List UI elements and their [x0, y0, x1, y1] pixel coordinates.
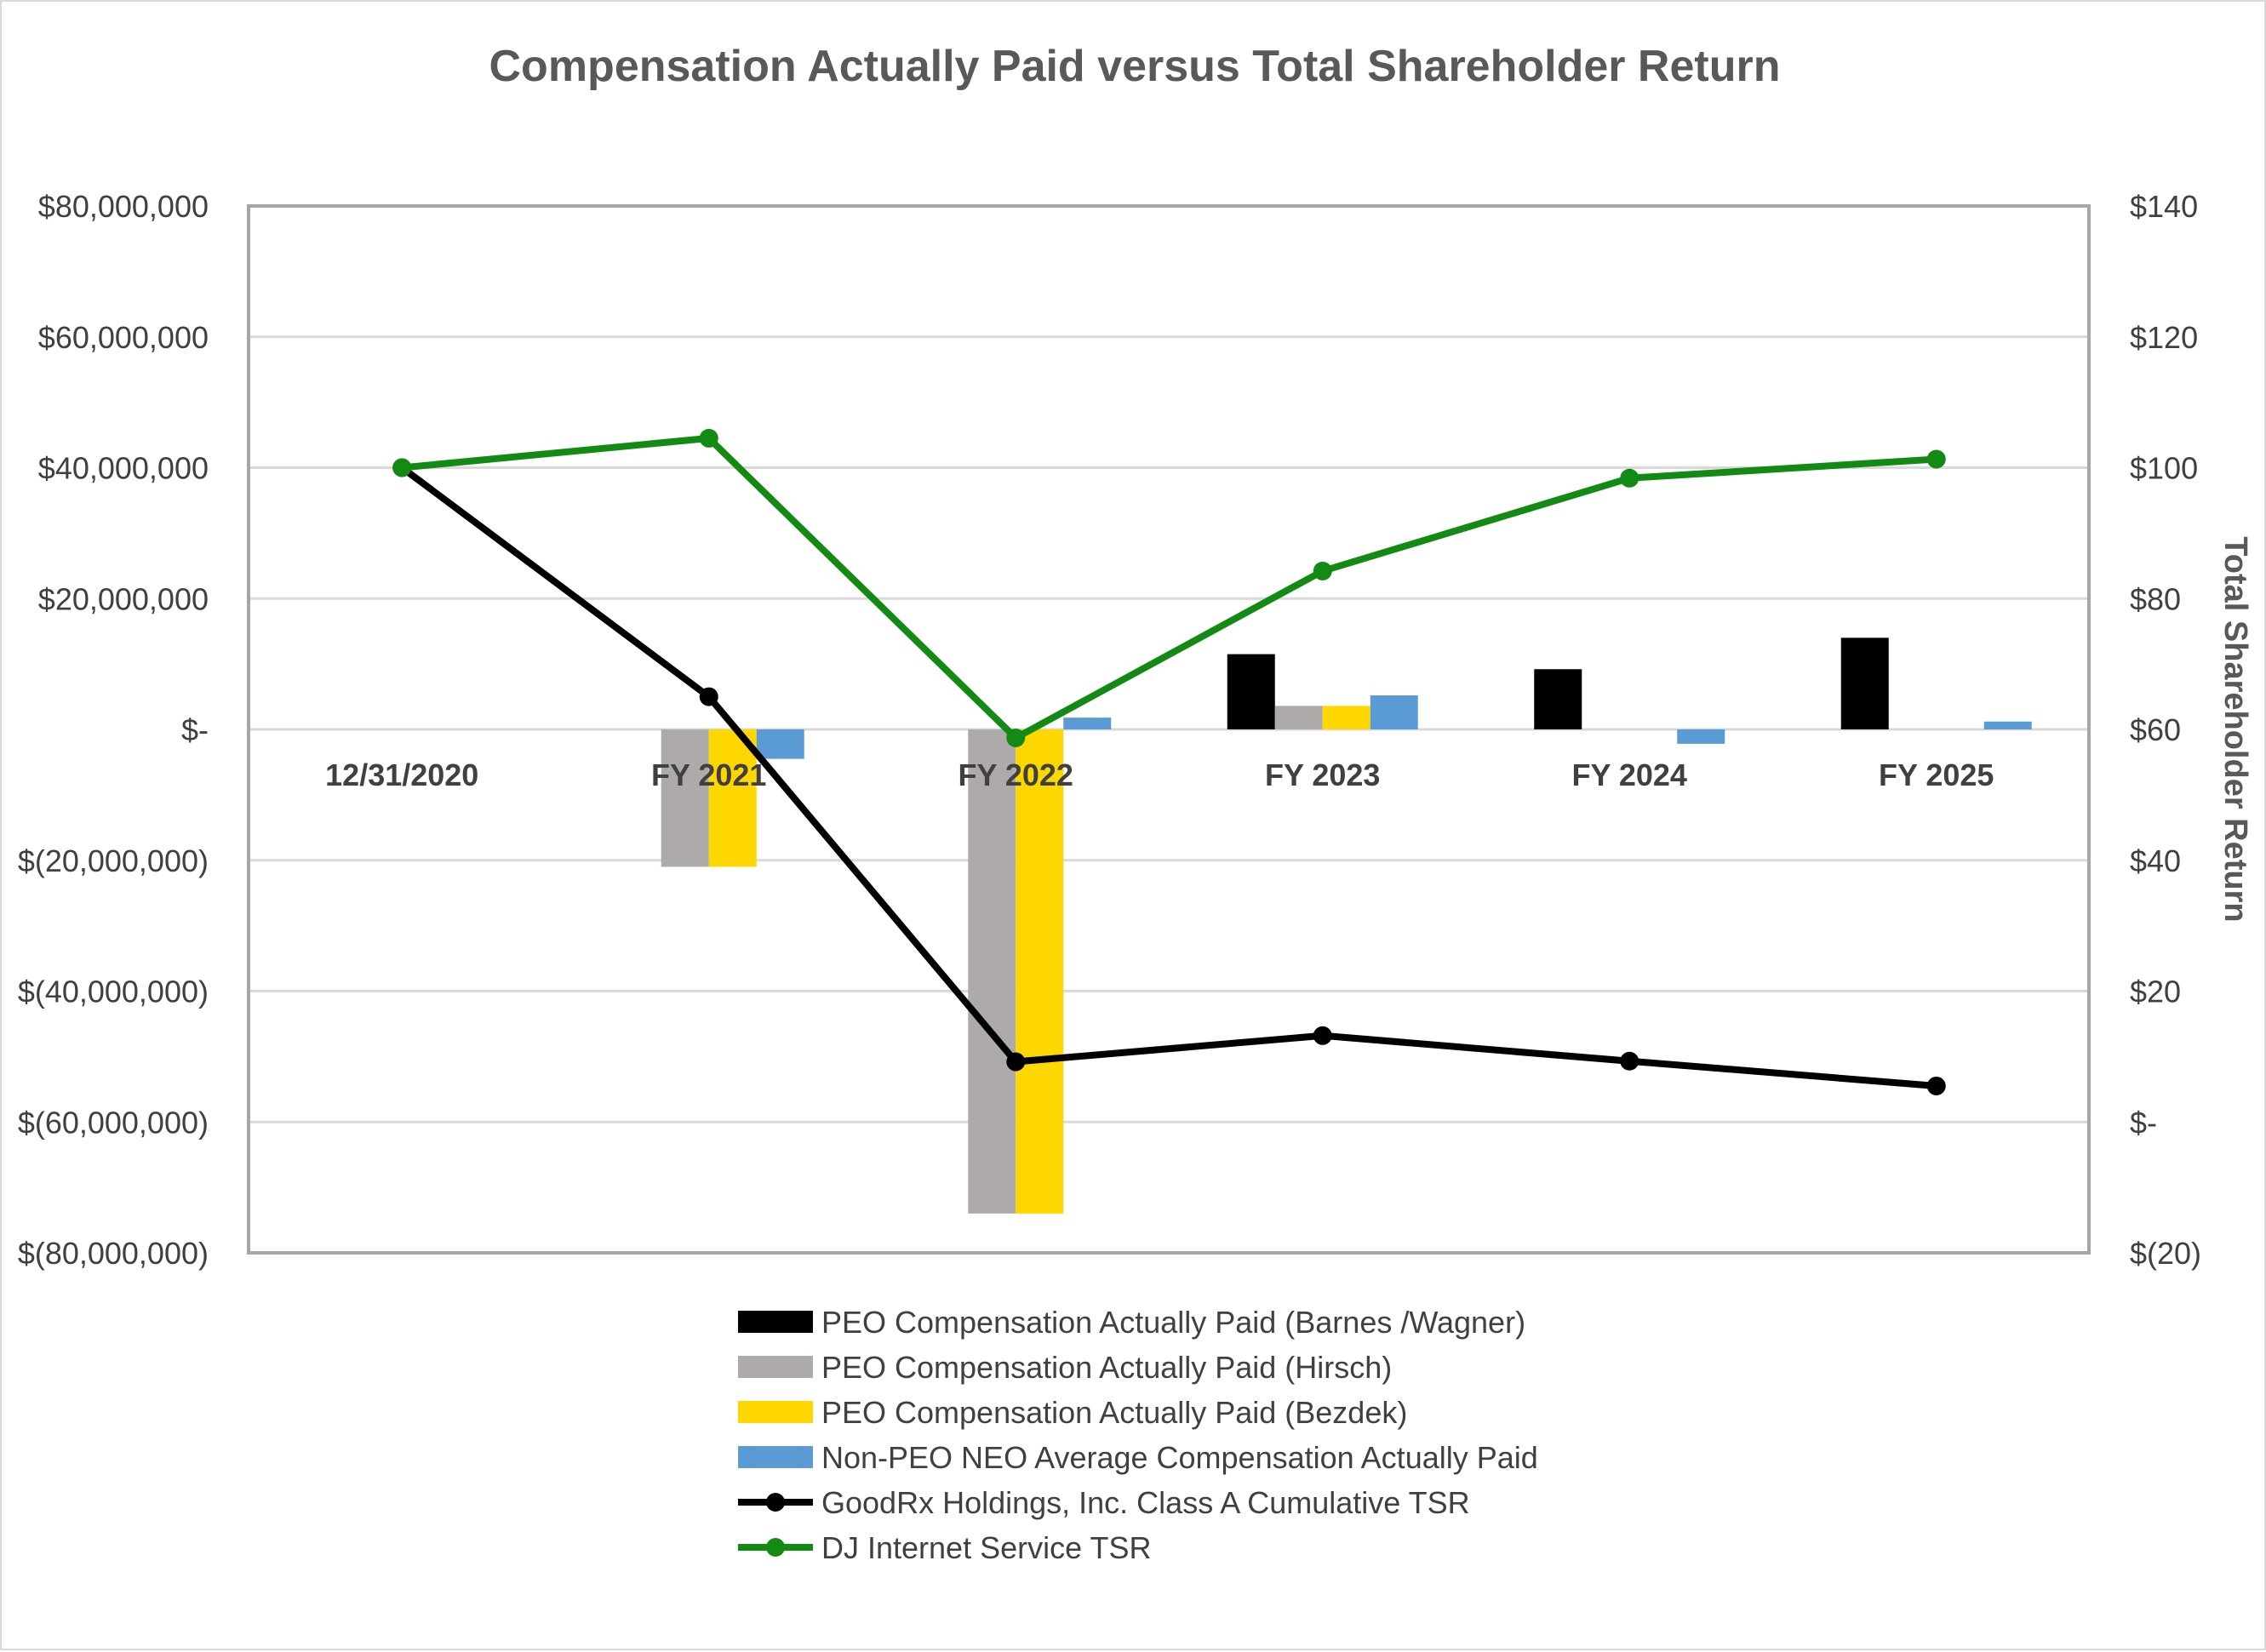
- line-marker-0-4: [1620, 1051, 1639, 1071]
- line-series-0: [399, 465, 1937, 1089]
- right-tick-label: $140: [2130, 189, 2198, 224]
- line-marker-0-5: [1926, 1076, 1946, 1095]
- bar-0-5: [1840, 637, 1889, 729]
- bar-2-2: [1016, 729, 1064, 1214]
- bar-3-3: [1370, 695, 1418, 729]
- line-marker-1-5: [1926, 449, 1946, 469]
- left-tick-label: $60,000,000: [38, 320, 209, 355]
- category-label: FY 2025: [1879, 757, 1994, 792]
- plot-area: [247, 204, 2091, 1255]
- left-tick-label: $40,000,000: [38, 451, 209, 486]
- legend-label: PEO Compensation Actually Paid (Bezdek): [821, 1395, 1407, 1430]
- line-marker-0-3: [1313, 1026, 1332, 1045]
- bar-series-group: [661, 637, 2032, 1214]
- left-axis-ticks: $80,000,000 $60,000,000 $40,000,000 $20,000…: [18, 189, 209, 1271]
- legend-label: PEO Compensation Actually Paid (Hirsch): [821, 1350, 1392, 1385]
- legend-swatch-marker: [766, 1538, 785, 1557]
- legend-label: DJ Internet Service TSR: [821, 1530, 1151, 1565]
- right-tick-label: $100: [2130, 451, 2198, 486]
- bar-1-1: [661, 729, 709, 867]
- category-label: FY 2024: [1572, 757, 1687, 792]
- line-series-1: [401, 434, 1937, 741]
- right-axis-title: Total Shareholder Return: [2217, 536, 2253, 922]
- bar-1-3: [1274, 706, 1323, 729]
- category-label: FY 2021: [651, 757, 766, 792]
- bar-3-5: [1983, 721, 2032, 729]
- legend: PEO Compensation Actually Paid (Barnes /…: [738, 1305, 1538, 1565]
- right-axis-ticks: $140 $120 $100 $80 $60 $40 $20 $- $(20): [2130, 189, 2201, 1271]
- right-tick-label: $(20): [2130, 1236, 2201, 1271]
- left-tick-label: $(20,000,000): [18, 843, 209, 878]
- line-marker-1-0: [392, 458, 412, 477]
- line-marker-1-2: [1006, 728, 1026, 747]
- legend-label: GoodRx Holdings, Inc. Class A Cumulative…: [821, 1485, 1470, 1520]
- left-tick-label: $(40,000,000): [18, 975, 209, 1009]
- line-marker-1-1: [699, 428, 718, 448]
- legend-swatch: [738, 1446, 813, 1468]
- left-tick-label: $80,000,000: [38, 189, 209, 224]
- line-marker-0-2: [1006, 1052, 1026, 1072]
- legend-swatch: [738, 1311, 813, 1333]
- left-tick-label: $-: [181, 712, 209, 747]
- right-tick-label: $-: [2130, 1105, 2157, 1140]
- bar-3-2: [1063, 717, 1112, 729]
- right-tick-label: $120: [2130, 320, 2198, 355]
- right-tick-label: $40: [2130, 843, 2181, 878]
- right-tick-label: $20: [2130, 975, 2181, 1009]
- category-label: FY 2022: [958, 757, 1073, 792]
- chart-title: Compensation Actually Paid versus Total …: [489, 42, 1781, 91]
- right-tick-label: $80: [2130, 581, 2181, 616]
- legend-label: PEO Compensation Actually Paid (Barnes /…: [821, 1305, 1525, 1340]
- legend-swatch-marker: [766, 1493, 785, 1512]
- bar-2-3: [1322, 706, 1370, 729]
- bar-3-1: [756, 729, 804, 759]
- left-tick-label: $20,000,000: [38, 581, 209, 616]
- bar-2-1: [708, 729, 757, 867]
- line-marker-1-4: [1620, 468, 1639, 488]
- category-label: 12/31/2020: [325, 757, 478, 792]
- bar-3-4: [1677, 729, 1725, 744]
- left-tick-label: $(80,000,000): [18, 1236, 209, 1271]
- line-series-group: [392, 428, 1946, 1095]
- legend-label: Non-PEO NEO Average Compensation Actuall…: [821, 1440, 1538, 1475]
- bar-0-3: [1227, 654, 1275, 729]
- bar-0-4: [1534, 669, 1582, 729]
- left-tick-label: $(60,000,000): [18, 1105, 209, 1140]
- category-label: FY 2023: [1265, 757, 1380, 792]
- right-tick-label: $60: [2130, 712, 2181, 747]
- legend-swatch: [738, 1356, 813, 1378]
- legend-swatch: [738, 1401, 813, 1423]
- line-marker-1-3: [1313, 561, 1332, 580]
- line-marker-0-1: [699, 687, 718, 706]
- gridlines: [249, 335, 2089, 1123]
- bar-1-2: [968, 729, 1016, 1214]
- category-labels: 12/31/2020 FY 2021 FY 2022 FY 2023 FY 2024 FY…: [325, 757, 1994, 792]
